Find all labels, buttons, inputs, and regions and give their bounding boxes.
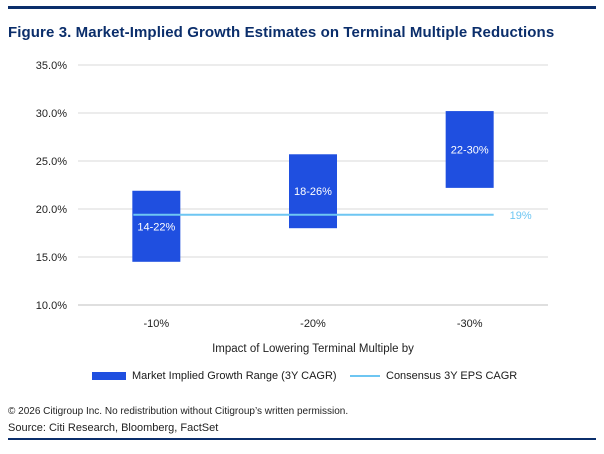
- range-bar-label: 22-30%: [451, 144, 489, 156]
- x-tick-label: -10%: [143, 318, 169, 330]
- legend-label-range: Market Implied Growth Range (3Y CAGR): [132, 370, 337, 382]
- range-bar-label: 18-26%: [294, 186, 332, 198]
- legend-item-range: Market Implied Growth Range (3Y CAGR): [92, 370, 337, 382]
- legend-label-consensus: Consensus 3Y EPS CAGR: [386, 370, 518, 382]
- legend: Market Implied Growth Range (3Y CAGR) Co…: [0, 370, 604, 386]
- y-tick-label: 25.0%: [36, 156, 67, 168]
- range-bar: [132, 190, 181, 262]
- range-bar: [445, 111, 494, 188]
- source-note: Source: Citi Research, Bloomberg, FactSe…: [8, 422, 219, 434]
- y-tick-label: 35.0%: [36, 60, 67, 72]
- x-tick-label: -30%: [457, 318, 483, 330]
- bottom-rule: [8, 438, 596, 440]
- x-axis-title: Impact of Lowering Terminal Multiple by: [212, 343, 414, 355]
- figure-title: Figure 3. Market-Implied Growth Estimate…: [8, 24, 555, 41]
- range-bar-label: 14-22%: [137, 221, 175, 233]
- legend-swatch-consensus: [350, 375, 380, 377]
- consensus-line-label: 19%: [510, 210, 532, 222]
- legend-swatch-range: [92, 372, 126, 380]
- y-tick-label: 30.0%: [36, 108, 67, 120]
- y-tick-label: 20.0%: [36, 204, 67, 216]
- y-tick-label: 10.0%: [36, 300, 67, 312]
- top-rule: [8, 6, 596, 9]
- legend-item-consensus: Consensus 3Y EPS CAGR: [350, 370, 517, 382]
- y-tick-label: 15.0%: [36, 252, 67, 264]
- range-bar: [289, 154, 337, 229]
- x-tick-label: -20%: [300, 318, 326, 330]
- copyright-note: © 2026 Citigroup Inc. No redistribution …: [8, 406, 349, 417]
